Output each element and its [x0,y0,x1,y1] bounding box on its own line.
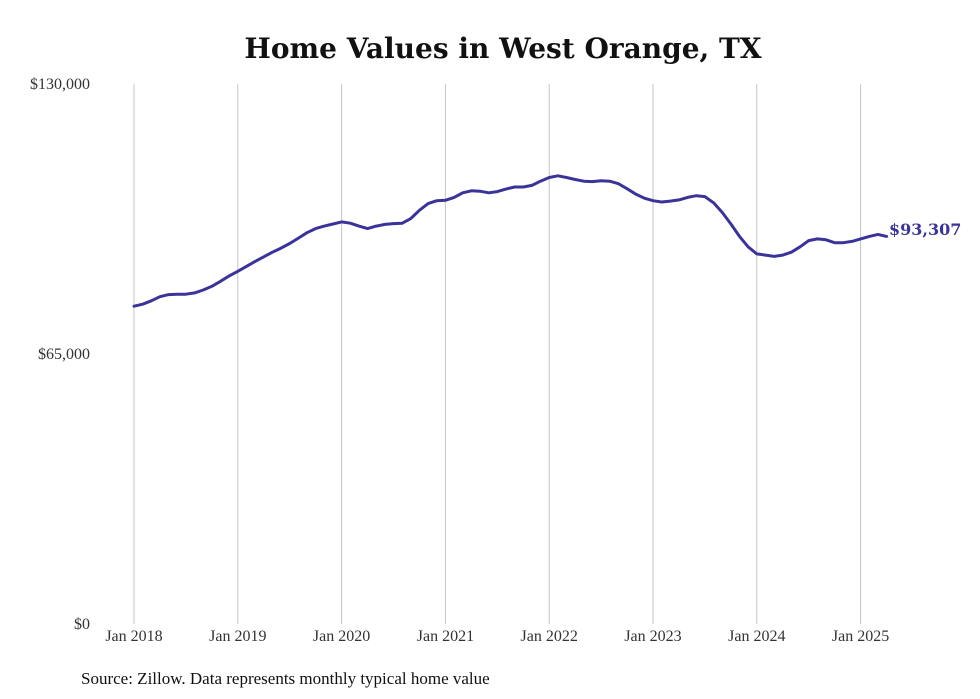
chart-title: Home Values in West Orange, TX [244,32,761,65]
end-value-label: $93,307 [889,220,961,239]
x-tick-label: Jan 2021 [417,628,474,645]
x-axis-ticks: Jan 2018 Jan 2019 Jan 2020 Jan 2021 Jan 2022… [105,628,889,645]
x-gridlines [133,84,862,624]
series-line-home-value [132,174,889,308]
x-tick-label: Jan 2022 [521,628,578,645]
x-tick-label: Jan 2019 [209,628,266,645]
x-tick-label: Jan 2020 [313,628,370,645]
y-tick-label: $0 [74,616,90,633]
x-tick-label: Jan 2024 [728,628,785,645]
source-note: Source: Zillow. Data represents monthly … [81,669,490,688]
y-axis-ticks: $0 $65,000 $130,000 [30,76,90,633]
x-tick-label: Jan 2025 [832,628,889,645]
y-tick-label: $130,000 [30,76,90,93]
x-tick-label: Jan 2023 [624,628,681,645]
y-tick-label: $65,000 [38,346,90,363]
x-tick-label: Jan 2018 [105,628,162,645]
